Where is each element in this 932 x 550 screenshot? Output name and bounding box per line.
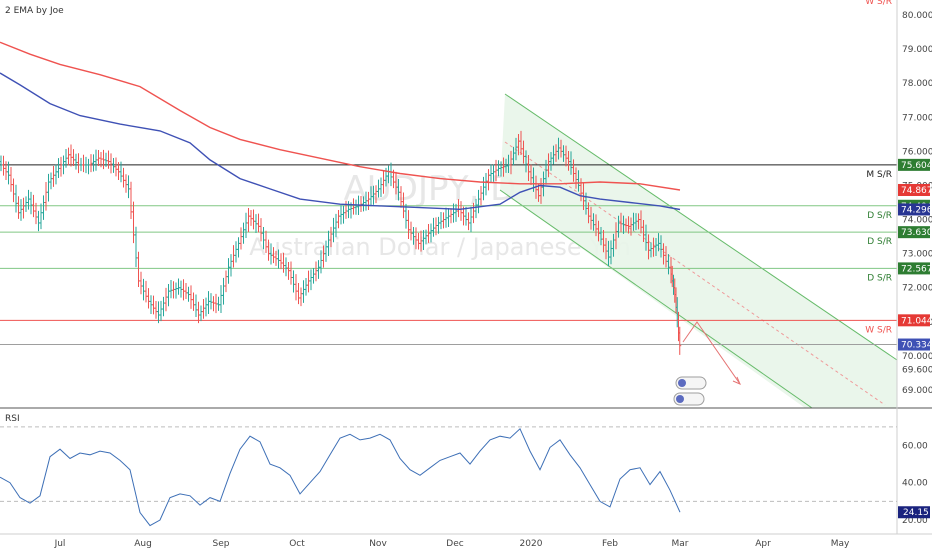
channel-fill: [500, 94, 897, 408]
price-tick-label: 76.000: [902, 147, 932, 157]
country-flag-icon: [678, 379, 686, 387]
rsi-tick-label: 40.00: [902, 479, 928, 489]
price-tick-label: 80.000: [902, 11, 932, 21]
ema-slow-line: [0, 41, 681, 191]
forecast-arrow: [682, 321, 741, 385]
time-tick-label: 2020: [520, 539, 543, 549]
channel-median: [504, 141, 886, 406]
forecast-arrows: [682, 321, 741, 385]
price-tick-label: 77.000: [902, 113, 932, 123]
time-tick-label: Mar: [672, 539, 689, 549]
price-tag-label: 70.334: [901, 341, 932, 351]
price-tick-label: 72.000: [902, 284, 932, 294]
level-label: W S/R: [865, 325, 892, 335]
price-tag-label: 74.296: [901, 205, 932, 215]
level-label: D S/R: [867, 237, 892, 247]
support-resistance-levels: W S/R M S/R D S/R D S/R D S/R W S/R: [0, 0, 897, 346]
level-label: W S/R: [865, 0, 892, 7]
watermark-symbol: AUDJPY, D: [344, 169, 517, 209]
level-label: M S/R: [866, 170, 892, 180]
price-tag: [898, 338, 930, 351]
time-tick-label: Apr: [755, 539, 771, 549]
price-tags: 75.60474.40473.63072.56771.04470.33474.8…: [898, 158, 932, 351]
rsi-current-tag: [898, 506, 930, 519]
price-channel: [499, 93, 898, 409]
price-tag: [898, 226, 930, 239]
channel-upper: [504, 93, 898, 361]
time-tick-label: Nov: [369, 539, 387, 549]
price-tag: [898, 262, 930, 275]
price-tick-label: 70.000: [902, 352, 932, 362]
level-label: D S/R: [867, 273, 892, 283]
rsi-tick-label: 20.00: [902, 516, 928, 526]
channel-lower: [499, 189, 813, 409]
ema-lines: [0, 41, 681, 211]
ema-fast-line: [0, 72, 681, 211]
time-tick-label: Jul: [54, 539, 66, 549]
forecast-arrowhead: [732, 376, 741, 385]
price-bars: [0, 130, 682, 355]
rsi-line: [0, 427, 681, 527]
time-tick-label: Aug: [134, 539, 152, 549]
price-tag-label: 74.867: [901, 186, 932, 196]
time-axis: Jul Aug Sep Oct Nov Dec 2020 Feb Mar Apr May: [54, 539, 850, 549]
time-tick-label: Oct: [289, 539, 305, 549]
time-tick-label: Feb: [602, 539, 618, 549]
price-tick-label: 78.000: [902, 79, 932, 89]
price-tick-label: 73.000: [902, 250, 932, 260]
event-markers: [673, 376, 707, 406]
price-tag: [898, 314, 930, 327]
price-tick-label: 69.600: [902, 366, 932, 376]
time-tick-label: Sep: [213, 539, 230, 549]
price-tag-label: 71.044: [901, 316, 932, 326]
level-label: D S/R: [867, 211, 892, 221]
price-tag: [898, 183, 930, 196]
rsi-label: RSI: [5, 414, 20, 424]
price-tag-label: 73.630: [901, 228, 932, 238]
time-tick-label: Dec: [446, 539, 463, 549]
rsi-tick-label: 60.00: [902, 442, 928, 452]
price-tag: [898, 203, 930, 216]
price-tag-label: 75.604: [901, 161, 932, 171]
rsi-current-label: 24.15: [903, 508, 929, 518]
price-tick-label: 74.000: [902, 216, 932, 226]
indicator-label: 2 EMA by Joe: [5, 6, 64, 16]
price-tag-label: 72.567: [901, 264, 932, 274]
price-tag: [898, 158, 930, 171]
price-tick-label: 69.000: [902, 386, 932, 396]
price-tick-label: 79.000: [902, 45, 932, 55]
time-tick-label: May: [831, 539, 850, 549]
country-flag-icon: [676, 395, 684, 403]
